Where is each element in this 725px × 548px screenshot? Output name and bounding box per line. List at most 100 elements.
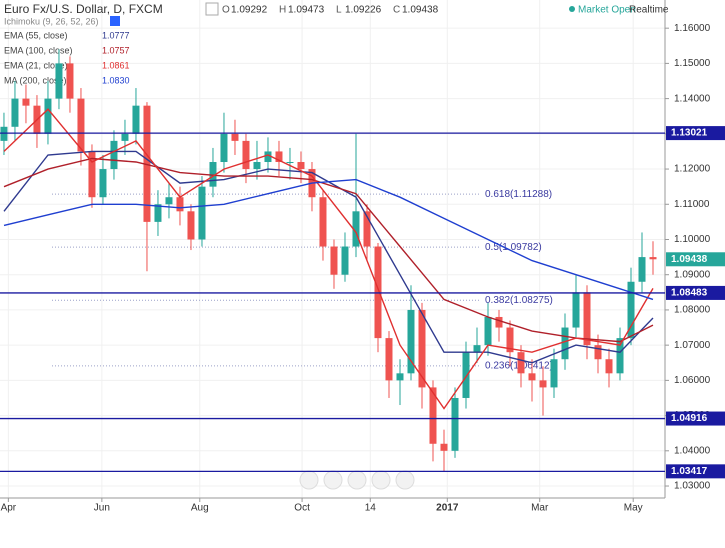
last-price-label: 1.09438 xyxy=(671,254,708,265)
ohlc-value: 1.09226 xyxy=(345,5,382,16)
candle-body xyxy=(440,443,448,451)
y-tick-label: 1.08000 xyxy=(674,305,711,316)
legend-value: 1.0830 xyxy=(102,75,130,85)
legend-label: EMA (100, close) xyxy=(4,45,73,55)
candle-body xyxy=(616,338,624,374)
candle-body xyxy=(341,246,349,275)
ohlc-value: 1.09438 xyxy=(402,5,439,16)
y-tick-label: 1.10000 xyxy=(674,234,711,245)
y-tick-label: 1.04000 xyxy=(674,445,711,456)
candle-body xyxy=(517,352,525,374)
candle-body xyxy=(143,105,151,222)
ohlc-readout: O 1.09292 H 1.09473 L 1.09226 C 1.09438 xyxy=(222,5,439,16)
candle-body xyxy=(418,309,426,388)
candle-body xyxy=(22,98,30,106)
candle-body xyxy=(77,98,85,152)
price-label: 1.08483 xyxy=(671,288,708,299)
price-label: 1.04916 xyxy=(671,413,708,424)
candle-body xyxy=(594,345,602,360)
candle-body xyxy=(220,133,228,163)
x-tick-label: 2017 xyxy=(436,503,459,514)
x-tick-label: 14 xyxy=(365,503,377,514)
candle-body xyxy=(605,359,613,374)
legend-label: MA (200, close) xyxy=(4,75,67,85)
candle-body xyxy=(11,98,19,127)
candle-body xyxy=(462,352,470,398)
candle-body xyxy=(484,316,492,346)
candle-body xyxy=(550,359,558,388)
candle-body xyxy=(528,373,536,381)
candle-body xyxy=(407,309,415,374)
legend-value: 1.0861 xyxy=(102,60,130,70)
status-dot xyxy=(569,6,575,12)
y-tick-label: 1.16000 xyxy=(674,23,711,34)
candle-body xyxy=(209,162,217,187)
y-tick-label: 1.15000 xyxy=(674,58,711,69)
y-tick-label: 1.03000 xyxy=(674,481,711,492)
candle-body xyxy=(385,338,393,381)
ohlc-value: 1.09292 xyxy=(231,5,268,16)
reset-button[interactable] xyxy=(347,470,367,490)
candle-body xyxy=(165,197,173,205)
candle-body xyxy=(231,133,239,141)
legend-value: 1.0757 xyxy=(102,45,130,55)
candle-body xyxy=(154,204,162,222)
compare-button[interactable] xyxy=(205,2,219,16)
candle-body xyxy=(627,281,635,339)
price-label-box xyxy=(666,464,725,479)
candle-body xyxy=(110,140,118,170)
y-tick-label: 1.14000 xyxy=(674,93,711,104)
fib-label: 0.5(1.09782) xyxy=(485,242,542,253)
candle-body xyxy=(55,63,63,99)
y-tick-label: 1.12000 xyxy=(674,164,711,175)
fib-label: 0.618(1.11288) xyxy=(485,189,552,200)
x-tick-label: Aug xyxy=(191,503,209,514)
candle-body xyxy=(66,63,74,99)
ohlc-value: 1.09473 xyxy=(288,5,325,16)
indicator-line xyxy=(3,178,654,301)
x-tick-label: Mar xyxy=(531,503,549,514)
candle-body xyxy=(330,246,338,275)
zoom-out-button[interactable] xyxy=(323,470,343,490)
y-tick-label: 1.09000 xyxy=(674,269,711,280)
candle-body xyxy=(88,151,96,198)
price-label-box xyxy=(666,285,725,300)
candle-body xyxy=(451,397,459,451)
price-label-box xyxy=(666,411,725,426)
candle-body xyxy=(264,151,272,163)
scroll-left-button[interactable] xyxy=(299,470,319,490)
fib-label: 0.382(1.08275) xyxy=(485,295,553,306)
price-label-box xyxy=(666,126,725,141)
y-tick-label: 1.07000 xyxy=(674,340,711,351)
candle-body xyxy=(396,373,404,381)
last-price-box xyxy=(666,252,725,267)
zoom-in-button[interactable] xyxy=(371,470,391,490)
candle-body xyxy=(572,292,580,328)
candle-body xyxy=(352,211,360,247)
candle-body xyxy=(583,292,591,346)
candle-body xyxy=(176,197,184,212)
settings-button[interactable] xyxy=(110,16,120,26)
x-tick-label: Apr xyxy=(1,503,17,514)
x-tick-label: Oct xyxy=(294,503,310,514)
candle-body xyxy=(286,162,294,164)
candle-body xyxy=(363,211,371,247)
candle-body xyxy=(561,327,569,360)
candle-body xyxy=(495,316,503,328)
candle-body xyxy=(297,162,305,170)
legend-label: EMA (55, close) xyxy=(4,30,68,40)
ohlc-key: H xyxy=(279,5,286,16)
candle-body xyxy=(187,211,195,240)
indicator-line xyxy=(3,108,654,410)
x-tick-label: Jun xyxy=(94,503,110,514)
price-label: 1.03417 xyxy=(671,466,708,477)
scroll-right-button[interactable] xyxy=(395,470,415,490)
candle-body xyxy=(242,140,250,170)
candle-body xyxy=(121,133,129,141)
feed-status: Realtime xyxy=(629,5,669,16)
candle-body xyxy=(0,126,8,141)
candle-body xyxy=(473,345,481,353)
market-status: Market Open xyxy=(578,5,636,16)
candle-body xyxy=(99,169,107,198)
